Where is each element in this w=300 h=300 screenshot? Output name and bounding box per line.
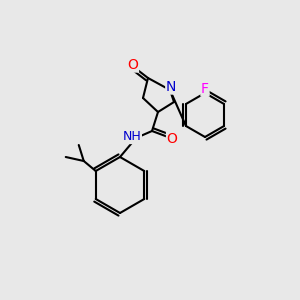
Text: O: O <box>128 58 138 72</box>
Text: O: O <box>167 132 177 146</box>
Text: NH: NH <box>123 130 141 143</box>
Text: N: N <box>166 80 176 94</box>
Text: F: F <box>201 82 209 96</box>
